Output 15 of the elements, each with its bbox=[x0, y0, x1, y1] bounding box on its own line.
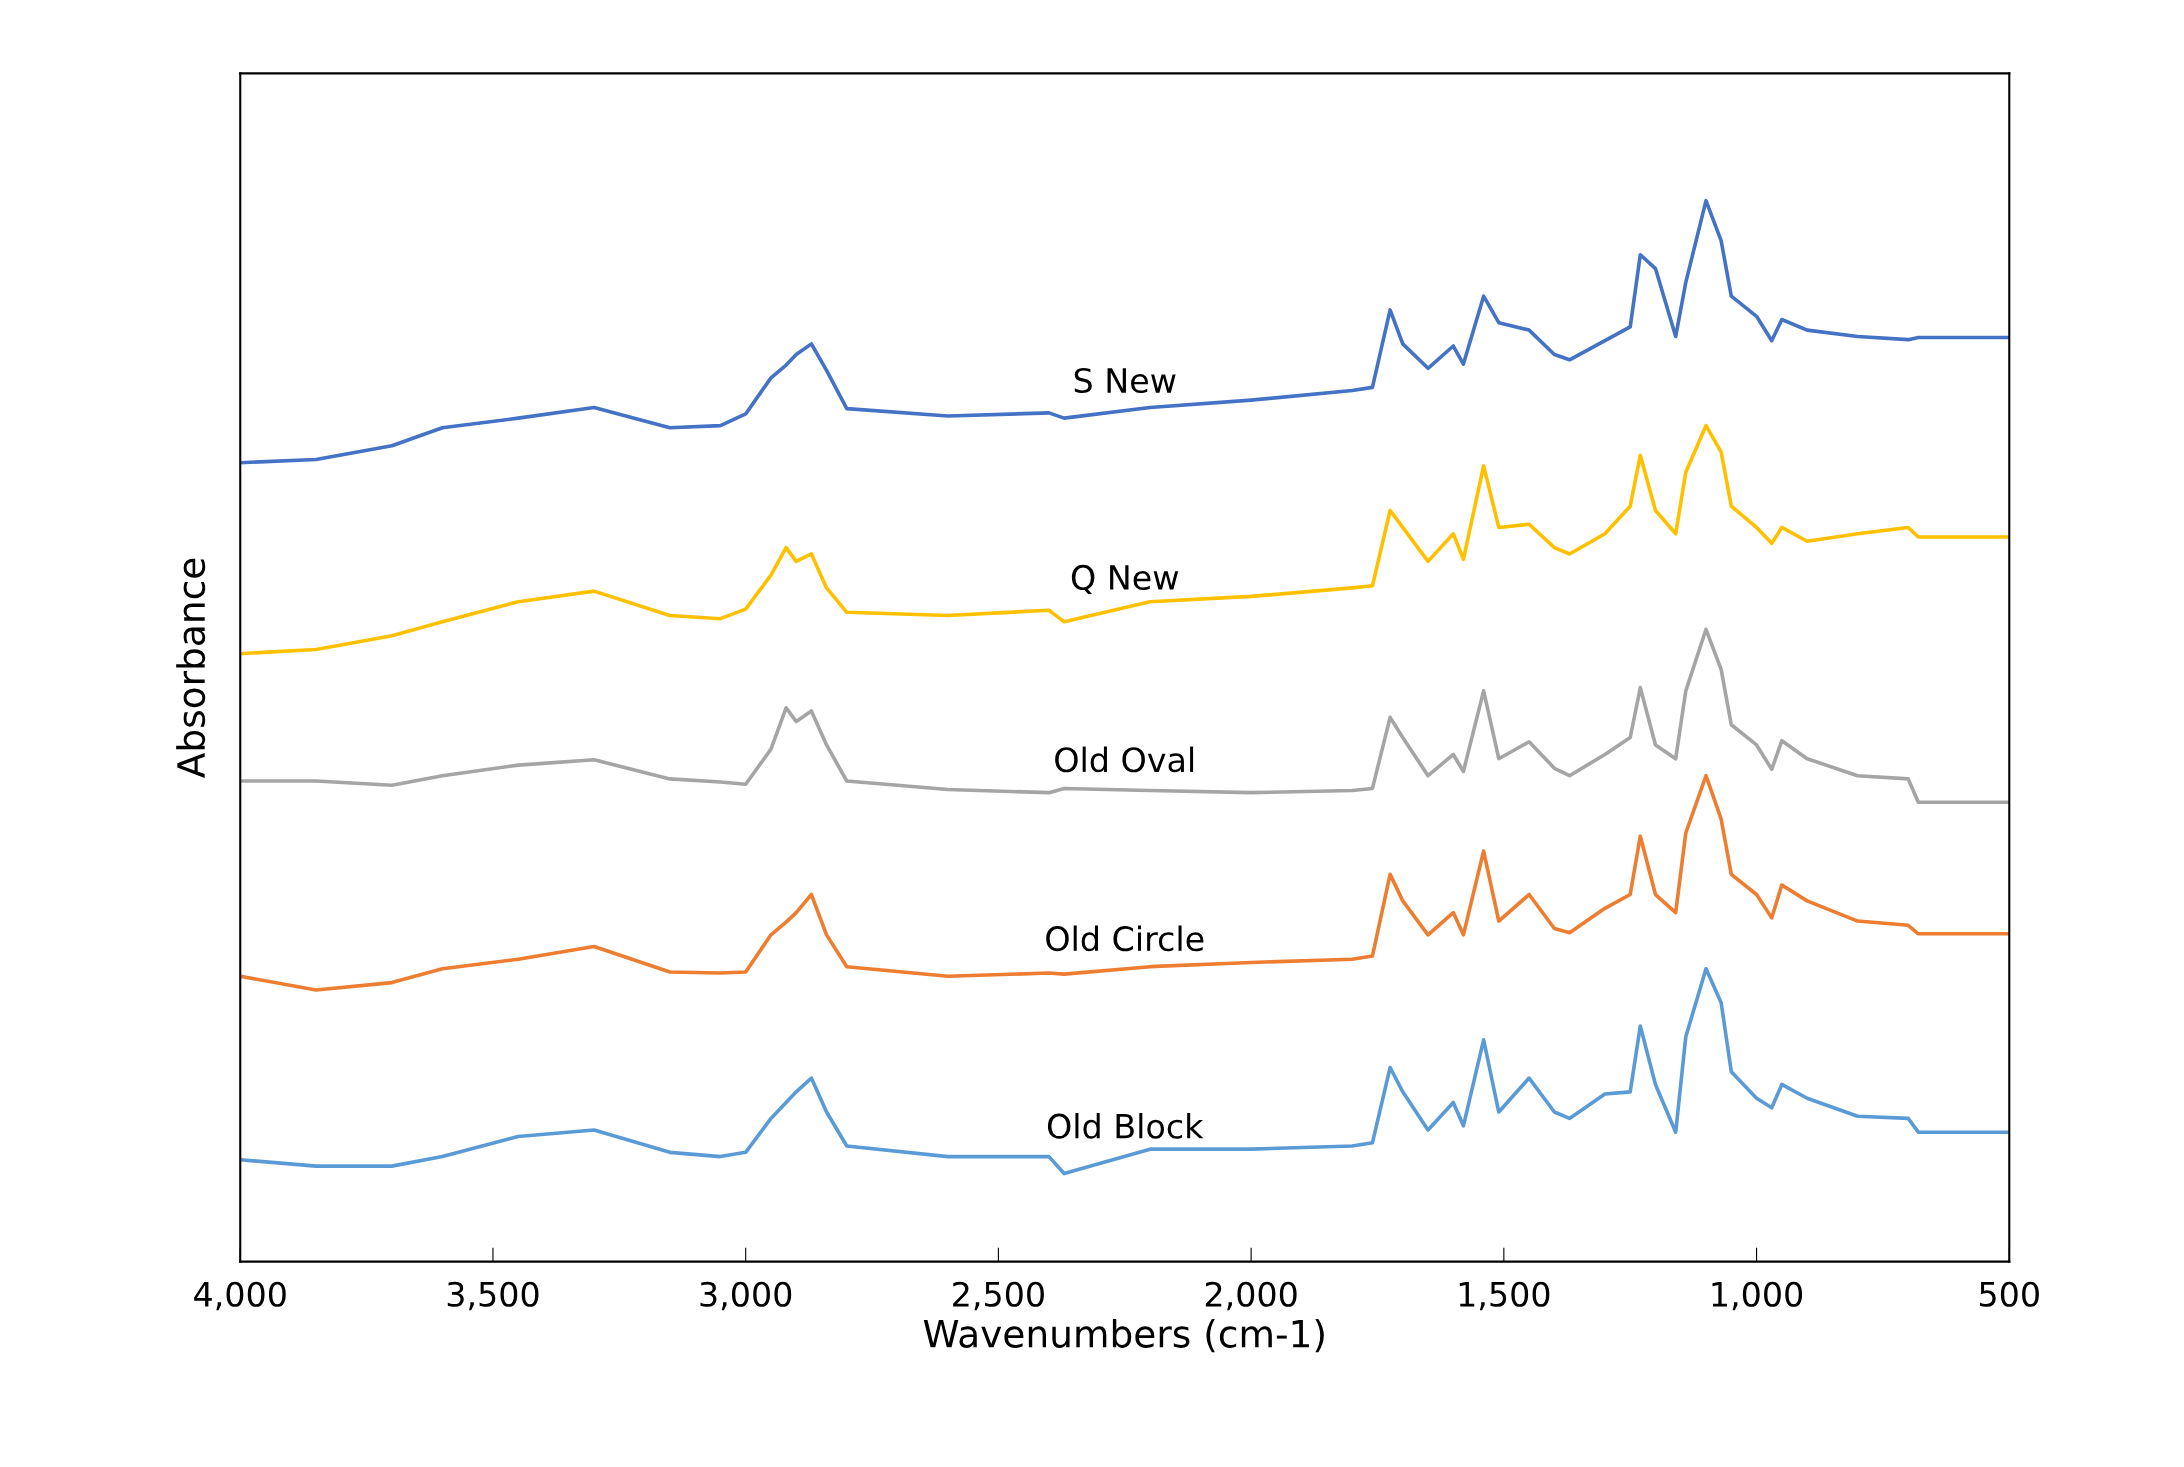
x-tick-label: 3,000 bbox=[700, 1281, 792, 1311]
x-axis-title: Wavenumbers (cm-1) bbox=[923, 1318, 1324, 1353]
series-label: Old Oval bbox=[1055, 746, 1194, 773]
x-tick-label: 500 bbox=[1980, 1281, 2039, 1307]
series-label: Old Circle bbox=[1046, 925, 1204, 952]
series-label: Old Block bbox=[1047, 1112, 1204, 1139]
x-tick-label: 4,000 bbox=[194, 1281, 286, 1311]
x-tick-label: 1,500 bbox=[1459, 1281, 1550, 1311]
x-tick-label: 1,000 bbox=[1712, 1281, 1803, 1311]
series-label: Q New bbox=[1071, 564, 1179, 594]
x-tick-label: 3,500 bbox=[447, 1281, 539, 1311]
series-label: S New bbox=[1074, 367, 1176, 394]
x-tick-label: 2,000 bbox=[1205, 1281, 1297, 1311]
x-tick-label: 2,500 bbox=[953, 1281, 1044, 1311]
y-axis-title: Absorbance bbox=[176, 558, 206, 778]
